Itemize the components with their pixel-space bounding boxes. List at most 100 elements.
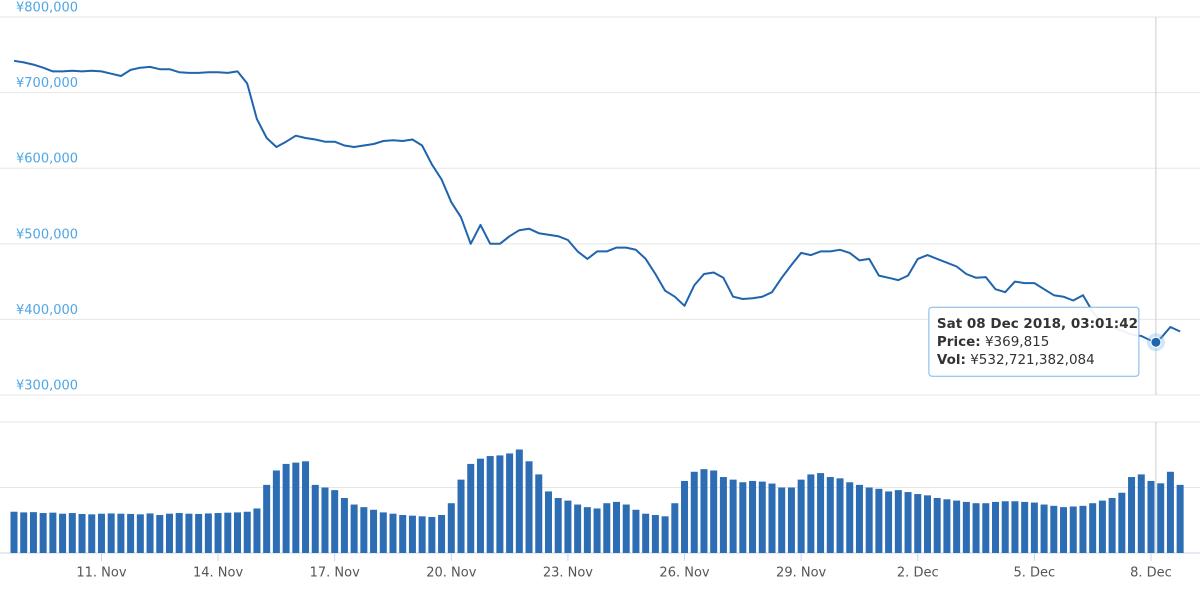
volume-bar — [1089, 503, 1097, 553]
volume-bar — [817, 473, 825, 553]
volume-bar — [136, 514, 144, 553]
volume-bar — [389, 513, 397, 553]
y-tick-label: ¥600,000 — [16, 152, 78, 167]
y-tick-label: ¥700,000 — [16, 76, 78, 91]
volume-bar — [1021, 501, 1029, 553]
volume-bar — [311, 484, 319, 553]
x-tick-label: 26. Nov — [659, 566, 709, 581]
volume-bar — [234, 512, 242, 553]
price-line-layer — [13, 59, 1181, 342]
y-tick-label: ¥500,000 — [16, 227, 78, 242]
volume-bar — [146, 513, 154, 553]
volume-bar — [457, 479, 465, 553]
x-tick-label: 14. Nov — [193, 566, 243, 581]
x-tick-label: 2. Dec — [897, 566, 939, 581]
volume-bar — [127, 513, 135, 553]
volume-bar — [496, 455, 504, 553]
y-tick-label: ¥400,000 — [16, 303, 78, 318]
volume-bar — [1157, 483, 1165, 553]
volume-bar — [204, 513, 212, 553]
hover-marker — [1150, 336, 1162, 348]
volume-bar — [1166, 471, 1174, 553]
tooltip-line: Price: ¥369,815 — [937, 334, 1049, 350]
volume-bar — [846, 482, 854, 553]
volume-bar — [758, 481, 766, 553]
axis: ¥300,000 ¥400,000 ¥500,000 ¥600,000 ¥700,000… — [16, 1, 1172, 581]
tooltip-line: Vol: ¥532,721,382,084 — [937, 352, 1095, 368]
tooltip-text: ¥532,721,382,084 — [970, 352, 1095, 368]
volume-bar — [544, 491, 552, 553]
volume-bar — [690, 471, 698, 553]
volume-bar — [894, 490, 902, 553]
volume-bar — [97, 513, 105, 553]
volume-bar — [632, 509, 640, 553]
y-tick-label: ¥800,000 — [16, 1, 78, 16]
volume-bar — [1011, 501, 1019, 553]
volume-bar — [681, 480, 689, 553]
volume-bar — [68, 513, 76, 553]
volume-bar — [370, 509, 378, 553]
x-tick-label: 29. Nov — [776, 566, 826, 581]
volume-bar — [253, 508, 261, 553]
volume-bar — [778, 487, 786, 553]
volume-bar — [1118, 492, 1126, 553]
x-tick-label: 20. Nov — [426, 566, 476, 581]
volume-bar — [651, 515, 659, 553]
tooltip-box — [928, 306, 1140, 377]
tooltip-text: Vol: — [937, 352, 966, 368]
volume-bar — [272, 470, 280, 553]
volume-bar — [156, 515, 164, 553]
y-tick-label: ¥300,000 — [16, 379, 78, 394]
volume-bar — [574, 504, 582, 553]
volume-bar — [224, 512, 232, 553]
volume-bar — [904, 492, 912, 553]
volume-bar — [1069, 506, 1077, 553]
price-line — [13, 59, 1181, 342]
volume-bar — [807, 474, 815, 553]
volume-bar — [418, 516, 426, 553]
volume-bar — [399, 515, 407, 553]
volume-bar — [447, 503, 455, 553]
volume-bar — [875, 488, 883, 553]
volume-bar — [564, 500, 572, 553]
volume-bar — [661, 516, 669, 553]
volume-bar — [1030, 502, 1038, 553]
volume-bar — [719, 477, 727, 553]
tooltip-text: ¥369,815 — [985, 334, 1049, 350]
volume-bar — [923, 495, 931, 553]
volume-bar — [982, 503, 990, 553]
volume-bar — [622, 504, 630, 553]
volume-bar — [797, 479, 805, 553]
volume-bars — [10, 449, 1184, 553]
grid — [0, 16, 1200, 554]
volume-bar — [787, 487, 795, 553]
volume-bar — [302, 461, 310, 553]
volume-bar — [739, 482, 747, 553]
x-tick-label: 23. Nov — [543, 566, 593, 581]
volume-bar — [583, 507, 591, 553]
volume-bar — [613, 501, 621, 553]
volume-bar — [214, 513, 222, 553]
volume-bar — [525, 461, 533, 553]
volume-bar — [175, 513, 183, 553]
volume-bar — [39, 513, 47, 553]
volume-bar — [1001, 501, 1009, 553]
volume-bar — [506, 453, 514, 553]
volume-bar — [331, 490, 339, 553]
x-tick-label: 17. Nov — [310, 566, 360, 581]
volume-bar — [243, 511, 251, 553]
volume-bar — [1176, 484, 1184, 553]
x-tick-label: 8. Dec — [1130, 566, 1172, 581]
volume-bar — [195, 513, 203, 553]
x-tick-label: 5. Dec — [1014, 566, 1056, 581]
volume-bar — [768, 483, 776, 553]
volume-bar — [1108, 497, 1116, 553]
volume-bar — [933, 497, 941, 553]
volume-bar — [438, 515, 446, 553]
volume-bar — [885, 491, 893, 553]
volume-bar — [350, 504, 358, 553]
volume-bar — [535, 474, 543, 553]
volume-bar — [467, 463, 475, 553]
